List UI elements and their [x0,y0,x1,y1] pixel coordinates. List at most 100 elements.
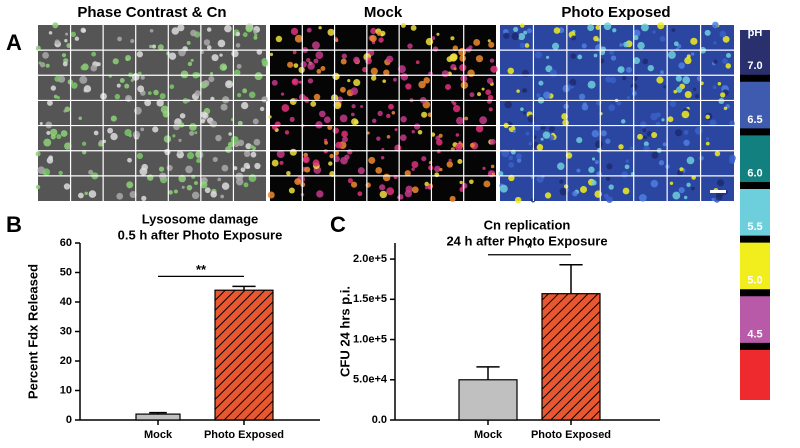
cell [315,51,324,59]
cell [633,29,641,37]
cell [629,146,634,151]
cell [621,119,626,124]
cell [400,116,407,123]
cell [353,56,360,64]
cell [393,77,397,82]
cell [459,55,467,62]
cell [487,39,491,43]
cell [411,129,415,134]
cell [489,58,495,63]
cell [332,127,339,134]
cell [217,39,226,48]
cell [294,34,303,43]
cell [415,60,420,65]
cell [400,22,406,28]
cell [45,63,50,68]
cell [211,54,219,62]
cell [190,58,194,62]
cell [622,187,630,195]
cell [490,65,498,73]
cell [417,129,423,135]
cell [200,181,208,189]
cell [714,150,721,157]
cell [212,156,218,163]
cell [125,57,129,61]
image-title: Phase Contrast & Cn [77,4,226,21]
cell [519,42,526,49]
cell [126,181,134,189]
cell [351,181,358,188]
cell [65,32,69,36]
cell [196,158,201,164]
cell [168,52,177,60]
cell [372,118,377,124]
cell [215,134,222,142]
cell [84,191,88,196]
micrograph [35,22,269,201]
cell [504,100,512,109]
cell [194,90,201,97]
cell [716,179,725,187]
cell [88,190,97,198]
cell [424,186,429,190]
cell [81,141,87,146]
cell [491,172,495,176]
cell [445,83,452,90]
cell [605,76,612,83]
cell [286,170,291,176]
cell [394,128,398,132]
cell [240,167,246,173]
cell [632,75,638,81]
cell [312,159,320,167]
micrograph [498,21,736,204]
cell [461,182,468,189]
cell [46,100,53,106]
cell [475,124,484,133]
cell [632,57,640,65]
cell [686,54,691,59]
cell [168,190,173,195]
cell [603,193,609,199]
cell [594,160,599,165]
cell [293,63,299,69]
cell [536,93,541,98]
colorbar-segment [740,346,770,400]
cell [591,157,596,161]
cell [280,92,285,96]
cell [159,93,166,100]
cell [114,93,121,100]
chart-subtitle: 24 h after Photo Exposure [446,233,607,248]
cell [318,26,322,30]
cell [711,197,715,202]
significance-label: ** [196,262,207,277]
cell [603,22,612,31]
cell [210,191,217,198]
x-tick-label: Mock [474,429,503,441]
cell [383,69,390,76]
cell [291,78,299,86]
cell [379,184,386,191]
cell [179,122,185,128]
panel-label: A [6,30,22,55]
cell [451,100,455,104]
cell [78,116,83,121]
cell [623,41,629,48]
cell [140,75,145,80]
cell [163,135,172,143]
cell [206,45,212,50]
cell [479,116,488,125]
y-tick-label: 5.0e+4 [353,374,388,386]
cell [227,141,234,148]
cell [608,104,616,112]
cell [633,35,639,41]
significance-label: * [527,240,533,255]
cell [35,184,41,190]
cell [130,38,135,44]
cell [658,160,665,166]
cell [397,65,406,74]
cell [136,152,143,160]
cell [178,138,182,142]
cell [172,134,176,138]
cell [312,41,320,50]
cell [39,122,43,126]
